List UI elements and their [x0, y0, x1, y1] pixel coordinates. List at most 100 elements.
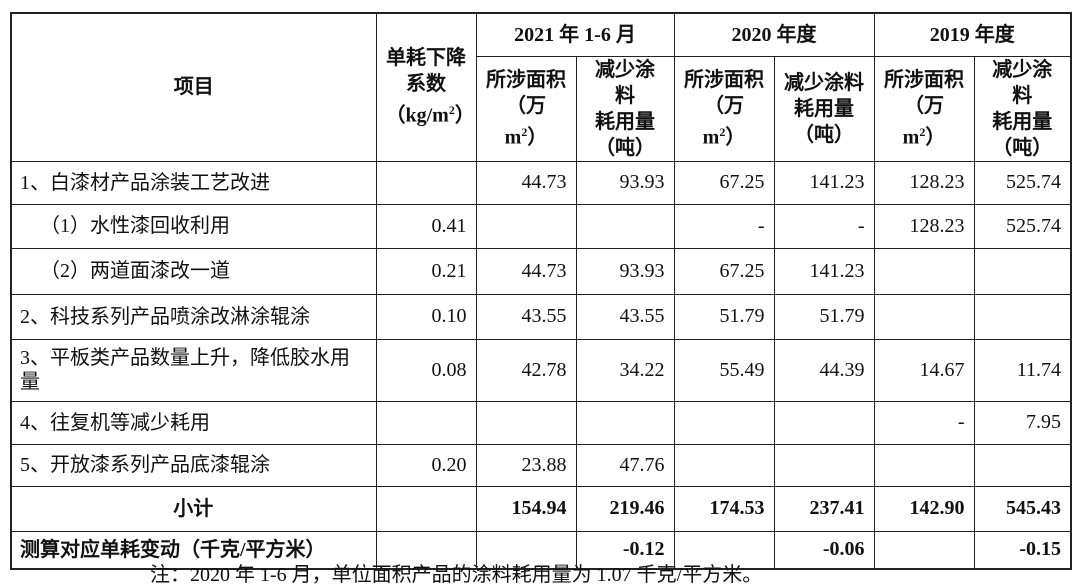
row-label: 4、往复机等减少耗用: [10, 400, 377, 445]
cell: [475, 530, 577, 570]
text: 2: [719, 124, 726, 139]
cell: [575, 400, 675, 445]
text: 耗用量: [595, 110, 655, 133]
cell: [375, 400, 477, 445]
cell: 43.55: [575, 293, 675, 340]
cell: 128.23: [873, 160, 975, 205]
header-item: 项目: [10, 12, 377, 162]
data-table: 项目 单耗下降 系数 （kg/m2） 2021 年 1-6 月 2020 年度 20…: [10, 12, 1073, 570]
text: （吨）: [794, 123, 855, 146]
cell: 51.79: [673, 293, 775, 340]
cell: [673, 530, 775, 570]
cell: -: [773, 203, 875, 249]
cell: 0.08: [375, 338, 477, 402]
cell: [475, 400, 577, 445]
cell: [475, 203, 577, 249]
footnote: 注：2020 年 1-6 月，单位面积产品的涂料耗用量为 1.07 千克/平方米…: [150, 564, 763, 586]
text: 所涉面积: [486, 68, 566, 91]
cell: 0.20: [375, 443, 477, 487]
table-row: 测算对应单耗变动（千克/平方米） -0.12 -0.06 -0.15: [10, 530, 1072, 570]
text: 所涉面积: [884, 68, 965, 91]
row-label: 1、白漆材产品涂装工艺改进: [10, 160, 377, 205]
row-label: 2、科技系列产品喷涂改淋涂辊涂: [10, 293, 377, 340]
cell: [973, 443, 1072, 487]
row-label: （2）两道面漆改一道: [10, 247, 377, 295]
cell: [673, 443, 775, 487]
row-label: 5、开放漆系列产品底漆辊涂: [10, 443, 377, 487]
table-row: （1）水性漆回收利用 0.41- -128.23 525.74: [10, 203, 1072, 249]
table-row: （2）两道面漆改一道 0.21 44.73 93.93 67.25 141.23: [10, 247, 1072, 295]
cell: 34.22: [575, 338, 675, 402]
cell: [375, 160, 477, 205]
text: 减少涂料: [992, 58, 1053, 107]
cell: [873, 530, 975, 570]
cell: 93.93: [575, 247, 675, 295]
cell: 545.43: [973, 485, 1072, 532]
cell: 525.74: [973, 203, 1072, 249]
header-coef: 单耗下降 系数 （kg/m2）: [375, 12, 477, 162]
cell: 43.55: [475, 293, 577, 340]
cell: 142.90: [873, 485, 975, 532]
cell: [673, 400, 775, 445]
text: （kg/m: [385, 105, 449, 128]
text: （吨）: [992, 136, 1053, 159]
text: （万 m: [902, 94, 945, 149]
cell: 128.23: [873, 203, 975, 249]
cell: [575, 203, 675, 249]
header-area: 所涉面积 （万 m2）: [673, 55, 775, 162]
text: ）: [527, 126, 548, 149]
cell: [773, 443, 875, 487]
cell: 141.23: [773, 160, 875, 205]
cell: -0.06: [773, 530, 875, 570]
cell: 14.67: [873, 338, 975, 402]
cell: 93.93: [575, 160, 675, 205]
cell: -: [873, 400, 975, 445]
cell: 7.95: [973, 400, 1072, 445]
text: 耗用量: [992, 110, 1053, 133]
table-row: 1、白漆材产品涂装工艺改进 44.73 93.93 67.25 141.23 128.23…: [10, 160, 1072, 205]
header-area: 所涉面积 （万 m2）: [873, 55, 975, 162]
cell: 23.88: [475, 443, 577, 487]
header-period: 2021 年 1-6 月: [475, 12, 675, 57]
cell: 0.10: [375, 293, 477, 340]
text: 所涉面积: [684, 68, 765, 91]
header-area: 所涉面积 （万 m2）: [475, 55, 577, 162]
text: 2: [919, 124, 926, 139]
header-reduce: 减少涂料 耗用量 （吨）: [575, 55, 675, 162]
cell: [973, 293, 1072, 340]
text: 2: [448, 103, 455, 118]
table-row: 小计 154.94 219.46 174.53 237.41 142.90 545.43: [10, 485, 1072, 532]
cell: [873, 443, 975, 487]
cell: 55.49: [673, 338, 775, 402]
cell: 0.41: [375, 203, 477, 249]
text: 减少涂料: [784, 71, 865, 94]
cell: [873, 293, 975, 340]
text: 耗用量: [794, 97, 855, 120]
row-label: 测算对应单耗变动（千克/平方米）: [10, 530, 377, 570]
header-reduce: 减少涂料耗用量 （吨）: [773, 55, 875, 162]
cell: [973, 247, 1072, 295]
cell: 44.73: [475, 160, 577, 205]
cell: 67.25: [673, 247, 775, 295]
cell: 44.73: [475, 247, 577, 295]
cell: 51.79: [773, 293, 875, 340]
text: ）: [725, 126, 746, 149]
cell: 219.46: [575, 485, 675, 532]
table-row: 4、往复机等减少耗用 -7.95: [10, 400, 1072, 445]
cell: [873, 247, 975, 295]
table-row: 3、平板类产品数量上升，降低胶水用量 0.08 42.78 34.22 55.49 44.…: [10, 338, 1072, 402]
cell: 174.53: [673, 485, 775, 532]
cell: [375, 485, 477, 532]
text: （万 m: [702, 94, 745, 149]
header-period: 2019 年度: [873, 12, 1072, 57]
text: （万 m: [504, 94, 546, 149]
cell: 42.78: [475, 338, 577, 402]
cell: -0.12: [575, 530, 675, 570]
table-row: 5、开放漆系列产品底漆辊涂 0.20 23.88 47.76: [10, 443, 1072, 487]
text: 系数: [406, 73, 446, 96]
cell: 44.39: [773, 338, 875, 402]
text: 2: [521, 124, 528, 139]
header-reduce: 减少涂料耗用量 （吨）: [973, 55, 1072, 162]
cell: [773, 400, 875, 445]
text: ）: [925, 126, 946, 149]
